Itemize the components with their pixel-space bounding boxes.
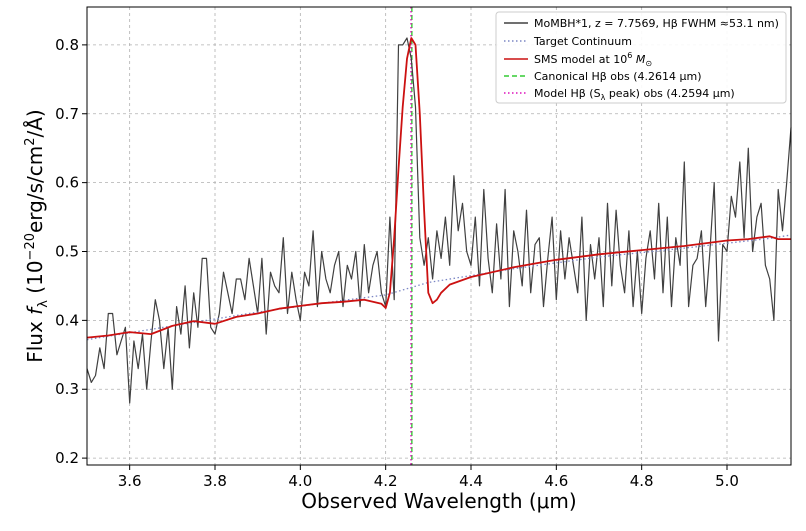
x-axis-label: Observed Wavelength (μm)	[301, 489, 576, 513]
plot-frame	[86, 6, 792, 466]
y-tick-label: 0.7	[55, 105, 79, 123]
legend-sms-sup: 6	[627, 51, 632, 60]
legend-label-continuum: Target Continuum	[533, 35, 632, 48]
y-label-sub: λ	[36, 300, 51, 308]
y-label-exp2: 2	[23, 137, 38, 145]
y-label-paren: (10	[23, 260, 47, 300]
x-tick-label: 3.8	[203, 472, 227, 490]
legend: MoMBH*1, z = 7.7569, Hβ FWHM ≈53.1 nm) T…	[495, 11, 787, 104]
legend-sms-sunsym: ⊙	[645, 59, 652, 68]
sms-model-line	[86, 37, 791, 339]
target-continuum-line	[86, 234, 792, 341]
tick-layer: 3.6 3.8 4.0 4.2 4.4 4.6 4.8 5.0 0.2 0.3 0.4 0.5 0.6 0…	[55, 36, 739, 490]
y-axis-label: Flux fλ (10−20erg/s/cm2/Å)	[23, 109, 51, 363]
x-tick-label: 4.8	[630, 472, 654, 490]
y-tick-label: 0.4	[55, 311, 79, 329]
y-tick-label: 0.8	[55, 36, 79, 54]
legend-model-tail: peak) obs (4.2594 μm)	[605, 87, 734, 100]
legend-label-observed: MoMBH*1, z = 7.7569, Hβ FWHM ≈53.1 nm)	[534, 17, 779, 30]
observed-spectrum-line	[86, 37, 792, 404]
y-tick-label: 0.6	[55, 174, 79, 192]
x-tick-label: 5.0	[715, 472, 739, 490]
y-label-tail: /Å)	[23, 109, 47, 137]
legend-model-base: Model Hβ (S	[534, 87, 601, 100]
legend-sms-base: SMS model at 10	[534, 53, 627, 66]
vline-layer	[410, 7, 413, 465]
legend-label-canonical: Canonical Hβ obs (4.2614 μm)	[534, 70, 702, 83]
legend-model-sub: λ	[601, 93, 606, 102]
grid-layer	[87, 7, 791, 465]
y-label-units: erg/s/cm	[23, 146, 47, 233]
x-tick-label: 3.6	[118, 472, 142, 490]
legend-sms-tail: M	[632, 53, 645, 66]
series-layer	[86, 37, 792, 404]
x-tick-label: 4.0	[288, 472, 312, 490]
legend-box	[495, 11, 787, 104]
y-label-main: Flux	[23, 315, 47, 363]
legend-label-model-hbeta: Model Hβ (Sλ peak) obs (4.2594 μm)	[534, 87, 735, 102]
x-tick-label: 4.2	[374, 472, 398, 490]
x-tick-label: 4.4	[459, 472, 483, 490]
legend-label-sms-model: SMS model at 106 M⊙	[534, 51, 652, 68]
y-tick-label: 0.3	[55, 380, 79, 398]
y-label-exp: −20	[23, 233, 38, 260]
y-tick-label: 0.5	[55, 242, 79, 260]
y-tick-label: 0.2	[55, 449, 79, 467]
y-label-f: f	[23, 305, 47, 315]
x-tick-label: 4.6	[544, 472, 568, 490]
